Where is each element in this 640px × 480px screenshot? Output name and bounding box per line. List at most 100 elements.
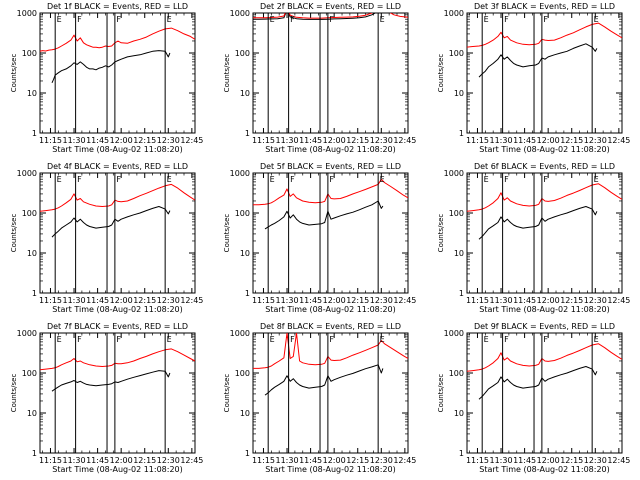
series-lld-line: [253, 13, 408, 19]
y-tick-label: 1000: [230, 9, 250, 18]
panel-1: Det 1f BLACK = Events, RED = LLD 1 10 100 10…: [10, 2, 203, 154]
y-tick-label: 1: [32, 449, 37, 458]
x-tick-label: 12:45: [607, 456, 630, 465]
marker-label: F: [116, 335, 121, 344]
y-tick-label: 1000: [444, 169, 464, 178]
marker-label: F: [290, 15, 295, 24]
panel-7: Det 7f BLACK = Events, RED = LLD 1 10 100 10…: [10, 322, 203, 474]
plot-frame: [466, 12, 623, 134]
x-tick-label: 12:45: [607, 296, 630, 305]
x-tick-label: 12:15: [560, 456, 583, 465]
y-tick-label: 100: [22, 209, 37, 218]
plot-frame: [39, 332, 196, 454]
marker-label: F: [77, 15, 82, 24]
x-tick-label: 11:15: [252, 456, 275, 465]
marker-label: E: [57, 175, 62, 184]
marker-label: E: [167, 175, 172, 184]
x-tick-label: 11:30: [63, 456, 86, 465]
x-axis-label: Start Time (08-Aug-02 11:08:20): [52, 305, 183, 314]
y-tick-label: 100: [449, 49, 464, 58]
x-tick-label: 11:15: [252, 136, 275, 145]
x-tick-label: 11:30: [490, 456, 513, 465]
panel-title: Det 6f BLACK = Events, RED = LLD: [474, 162, 615, 171]
panel-4: Det 4f BLACK = Events, RED = LLD 1 10 100 10…: [10, 162, 203, 314]
series-lld-line: [253, 333, 408, 369]
x-axis-label: Start Time (08-Aug-02 11:08:20): [265, 145, 396, 154]
x-tick-label: 12:30: [584, 136, 607, 145]
series-lld-line: [467, 343, 622, 372]
y-tick-label: 1: [459, 289, 464, 298]
x-tick-label: 11:15: [39, 136, 62, 145]
y-tick-label: 1000: [17, 9, 37, 18]
series-events-line: [478, 43, 598, 78]
marker-label: E: [167, 15, 172, 24]
y-tick-label: 1000: [230, 329, 250, 338]
x-tick-label: 11:45: [86, 136, 109, 145]
y-tick-label: 100: [235, 49, 250, 58]
data-area: [253, 333, 408, 396]
x-tick-label: 12:45: [393, 136, 416, 145]
y-tick-label: 100: [449, 369, 464, 378]
x-tick-label: 11:30: [276, 296, 299, 305]
y-tick-label: 100: [22, 369, 37, 378]
x-tick-label: 12:15: [560, 136, 583, 145]
panel-title: Det 7f BLACK = Events, RED = LLD: [47, 322, 188, 331]
panel-title: Det 3f BLACK = Events, RED = LLD: [474, 2, 615, 11]
x-tick-label: 12:30: [157, 456, 180, 465]
y-tick-label: 1: [245, 129, 250, 138]
y-tick-label: 10: [27, 409, 37, 418]
y-tick-label: 1000: [444, 9, 464, 18]
x-tick-label: 11:30: [63, 136, 86, 145]
y-axis-label: Counts/sec: [10, 214, 18, 253]
x-tick-label: 11:15: [252, 296, 275, 305]
x-tick-label: 12:45: [180, 296, 203, 305]
x-tick-label: 12:15: [133, 296, 156, 305]
x-tick-label: 12:30: [370, 136, 393, 145]
panel-title: Det 8f BLACK = Events, RED = LLD: [260, 322, 401, 331]
plot-frame: [252, 172, 409, 294]
x-axis-label: Start Time (08-Aug-02 11:08:20): [52, 145, 183, 154]
data-area: [467, 22, 622, 78]
x-tick-label: 12:45: [607, 136, 630, 145]
marker-label: F: [77, 335, 82, 344]
y-tick-label: 10: [27, 249, 37, 258]
panel-title: Det 9f BLACK = Events, RED = LLD: [474, 322, 615, 331]
panel-8: Det 8f BLACK = Events, RED = LLD 1 10 100 10…: [223, 322, 416, 474]
y-tick-label: 1: [245, 289, 250, 298]
series-events-line: [51, 206, 171, 238]
marker-label: F: [504, 335, 509, 344]
marker-label: F: [543, 15, 548, 24]
y-tick-label: 1: [459, 449, 464, 458]
series-lld-line: [467, 183, 622, 212]
x-tick-label: 12:00: [323, 296, 346, 305]
marker-label: E: [270, 175, 275, 184]
x-tick-label: 12:00: [323, 456, 346, 465]
marker-label: E: [57, 335, 62, 344]
marker-label: F: [116, 175, 121, 184]
y-tick-label: 1000: [230, 169, 250, 178]
y-axis-label: Counts/sec: [10, 54, 18, 93]
x-tick-label: 12:30: [370, 296, 393, 305]
y-tick-label: 100: [449, 209, 464, 218]
y-tick-label: 10: [27, 89, 37, 98]
x-tick-label: 12:30: [584, 296, 607, 305]
data-area: [40, 183, 195, 238]
x-axis-label: Start Time (08-Aug-02 11:08:20): [479, 145, 610, 154]
marker-label: F: [77, 175, 82, 184]
series-events-line: [264, 200, 384, 230]
panel-title: Det 4f BLACK = Events, RED = LLD: [47, 162, 188, 171]
x-tick-label: 12:15: [560, 296, 583, 305]
marker-label: E: [167, 335, 172, 344]
x-tick-label: 12:30: [584, 456, 607, 465]
x-tick-label: 11:30: [276, 456, 299, 465]
series-lld-line: [253, 178, 408, 206]
x-tick-label: 12:00: [110, 456, 133, 465]
x-tick-label: 11:30: [490, 296, 513, 305]
series-events-line: [51, 50, 171, 84]
panel-title: Det 5f BLACK = Events, RED = LLD: [260, 162, 401, 171]
marker-label: F: [329, 15, 334, 24]
x-tick-label: 12:30: [370, 456, 393, 465]
x-axis-label: Start Time (08-Aug-02 11:08:20): [265, 305, 396, 314]
series-events-line: [253, 13, 383, 20]
y-tick-label: 100: [235, 369, 250, 378]
